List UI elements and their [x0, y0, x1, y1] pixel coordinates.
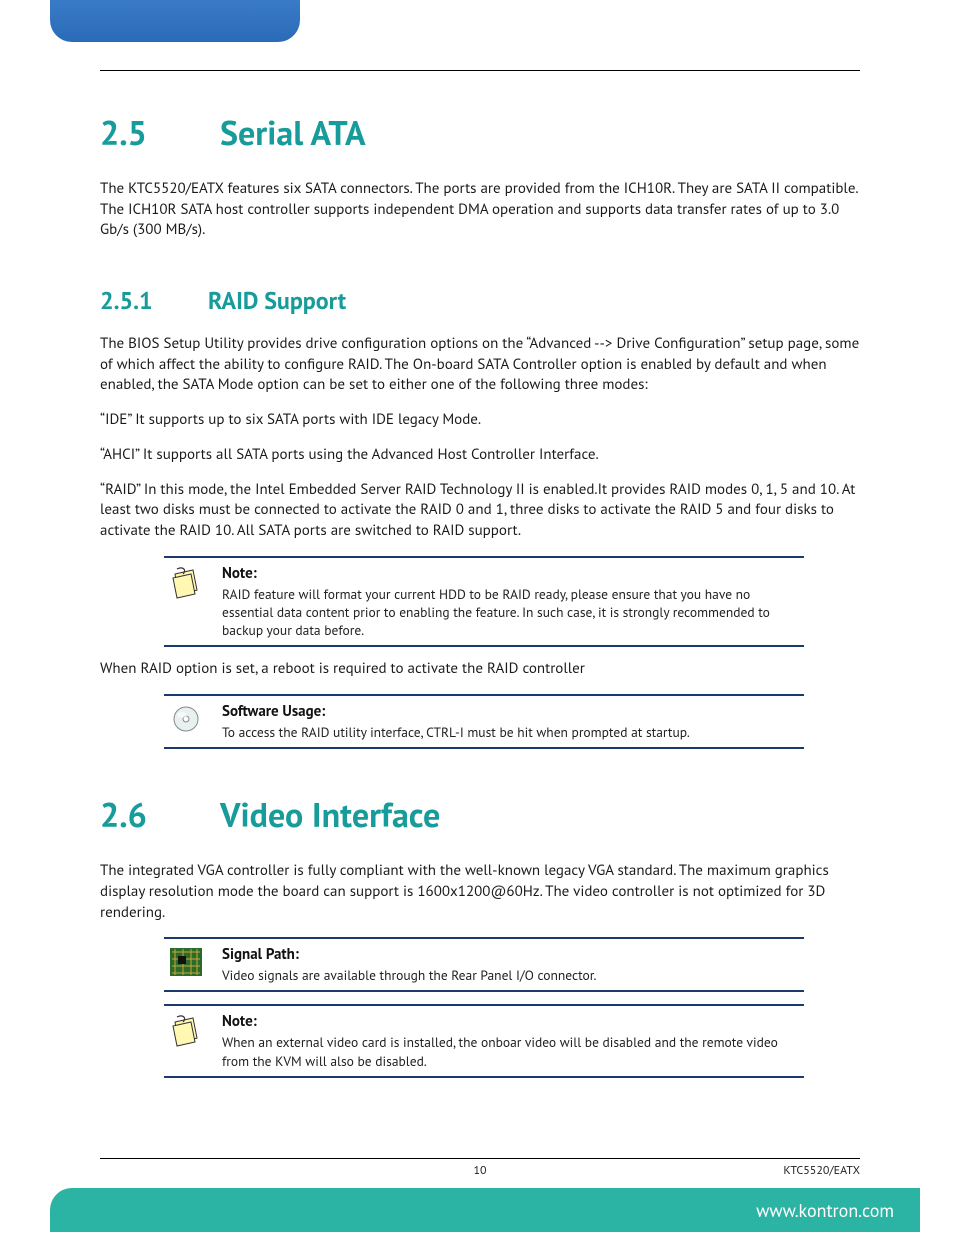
- heading-title: Serial ATA: [220, 111, 366, 155]
- callout-body: To access the RAID utility interface, CT…: [222, 723, 804, 741]
- callout-body: RAID feature will format your current HD…: [222, 585, 804, 640]
- paragraph: The BIOS Setup Utility provides drive co…: [100, 334, 860, 396]
- footer-bar: www.kontron.com: [50, 1188, 920, 1232]
- note-icon: [164, 564, 208, 640]
- disc-icon: [164, 702, 208, 741]
- note-callout: Note: When an external video card is ins…: [164, 1004, 804, 1077]
- footer-product: KTC5520/EATX: [783, 1163, 860, 1178]
- footer-url: www.kontron.com: [756, 1199, 894, 1222]
- callout-title: Software Usage:: [222, 702, 804, 721]
- callout-body: When an external video card is installed…: [222, 1033, 804, 1069]
- paragraph: The integrated VGA controller is fully c…: [100, 861, 860, 923]
- heading-number: 2.6: [100, 793, 220, 837]
- note-callout: Note: RAID feature will format your curr…: [164, 556, 804, 648]
- heading-number: 2.5.1: [100, 285, 208, 316]
- heading-number: 2.5: [100, 111, 220, 155]
- paragraph: “IDE” It supports up to six SATA ports w…: [100, 410, 860, 431]
- heading-2-6: 2.6Video Interface: [100, 793, 860, 837]
- note-icon: [164, 1012, 208, 1069]
- paragraph: When RAID option is set, a reboot is req…: [100, 659, 860, 680]
- software-usage-callout: Software Usage: To access the RAID utili…: [164, 694, 804, 749]
- circuit-icon: [164, 945, 208, 984]
- heading-2-5-1: 2.5.1RAID Support: [100, 285, 860, 316]
- paragraph: “AHCI” It supports all SATA ports using …: [100, 445, 860, 466]
- paragraph: “RAID” In this mode, the Intel Embedded …: [100, 480, 860, 542]
- heading-title: Video Interface: [220, 793, 440, 837]
- callout-title: Note:: [222, 564, 804, 583]
- callout-body: Video signals are available through the …: [222, 966, 804, 984]
- footer: 10 KTC5520/EATX: [100, 1158, 860, 1178]
- page-content: 2.5Serial ATA The KTC5520/EATX features …: [100, 70, 860, 1090]
- heading-title: RAID Support: [208, 285, 346, 316]
- paragraph: The KTC5520/EATX features six SATA conne…: [100, 179, 860, 241]
- signal-path-callout: Signal Path: Video signals are available…: [164, 937, 804, 992]
- callout-title: Note:: [222, 1012, 804, 1031]
- callout-title: Signal Path:: [222, 945, 804, 964]
- heading-2-5: 2.5Serial ATA: [100, 111, 860, 155]
- page-number: 10: [473, 1163, 486, 1178]
- header-tab: [50, 0, 300, 42]
